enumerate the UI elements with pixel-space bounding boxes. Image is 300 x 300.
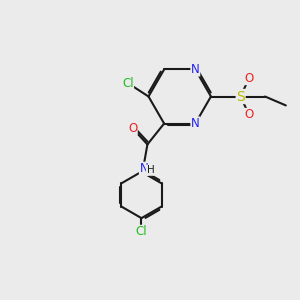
Text: O: O	[244, 108, 254, 122]
Text: H: H	[146, 165, 154, 175]
Text: S: S	[236, 89, 245, 103]
Text: O: O	[128, 122, 137, 135]
Text: Cl: Cl	[136, 225, 147, 238]
Text: O: O	[244, 72, 254, 85]
Text: Cl: Cl	[122, 76, 134, 90]
Text: N: N	[191, 63, 200, 76]
Text: N: N	[191, 117, 200, 130]
Text: N: N	[140, 162, 148, 175]
